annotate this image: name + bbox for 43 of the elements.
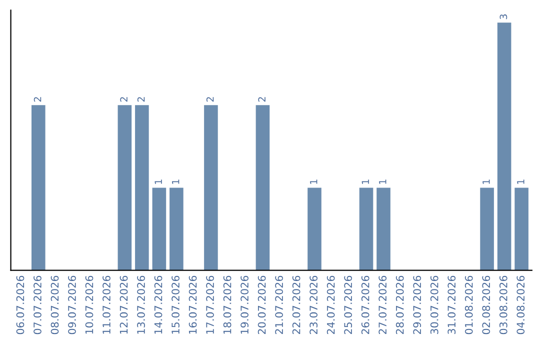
- x-tick-label: 12.07.2026: [120, 276, 128, 334]
- x-tick-label: 28.07.2026: [396, 276, 404, 334]
- x-tick-label: 11.07.2026: [102, 276, 110, 334]
- x-tick-label: 17.07.2026: [206, 276, 214, 334]
- data-label: 1: [517, 180, 524, 184]
- x-tick-label: 23.07.2026: [310, 276, 318, 334]
- x-tick-label: 24.07.2026: [326, 276, 335, 334]
- x-tick-label: 03.08.2026: [499, 276, 508, 334]
- data-label: 2: [258, 97, 266, 102]
- data-label: 2: [206, 97, 214, 102]
- data-label: 3: [500, 14, 508, 20]
- x-tick-label: 20.07.2026: [258, 276, 266, 334]
- x-tick-label: 29.07.2026: [413, 276, 422, 334]
- data-label: 1: [482, 180, 490, 184]
- data-label: 1: [310, 180, 318, 184]
- x-tick-label: 16.07.2026: [188, 276, 197, 334]
- x-tick-label: 25.07.2026: [344, 276, 352, 334]
- data-label: 2: [120, 97, 128, 102]
- x-tick-label: 14.07.2026: [154, 276, 162, 334]
- x-tick-label: 30.07.2026: [430, 276, 438, 334]
- data-label: 1: [362, 180, 369, 184]
- x-tick-label: 01.08.2026: [464, 276, 473, 334]
- data-label: 1: [172, 180, 180, 184]
- x-tick-label: 15.07.2026: [172, 276, 180, 334]
- x-tick-label: 19.07.2026: [240, 276, 248, 334]
- data-label: 2: [34, 97, 42, 102]
- x-tick-label: 21.07.2026: [275, 276, 283, 334]
- x-tick-label: 10.07.2026: [85, 276, 94, 334]
- x-tick-label: 22.07.2026: [292, 276, 300, 334]
- x-tick-label: 13.07.2026: [137, 276, 145, 334]
- data-label: 2: [137, 97, 145, 102]
- x-tick-label: 09.07.2026: [68, 276, 76, 334]
- x-tick-label: 08.07.2026: [50, 276, 59, 334]
- x-tick-label: 06.07.2026: [16, 276, 24, 334]
- x-tick-label: 07.07.2026: [34, 276, 42, 334]
- data-label: 1: [379, 180, 386, 184]
- data-label: 1: [154, 180, 162, 184]
- x-tick-label: 18.07.2026: [223, 276, 232, 334]
- x-tick-label: 04.08.2026: [516, 276, 525, 334]
- x-tick-label: 27.07.2026: [378, 276, 387, 334]
- x-tick-label: 02.08.2026: [482, 276, 490, 334]
- x-tick-label: 26.07.2026: [361, 276, 370, 334]
- x-tick-label: 31.07.2026: [448, 276, 456, 334]
